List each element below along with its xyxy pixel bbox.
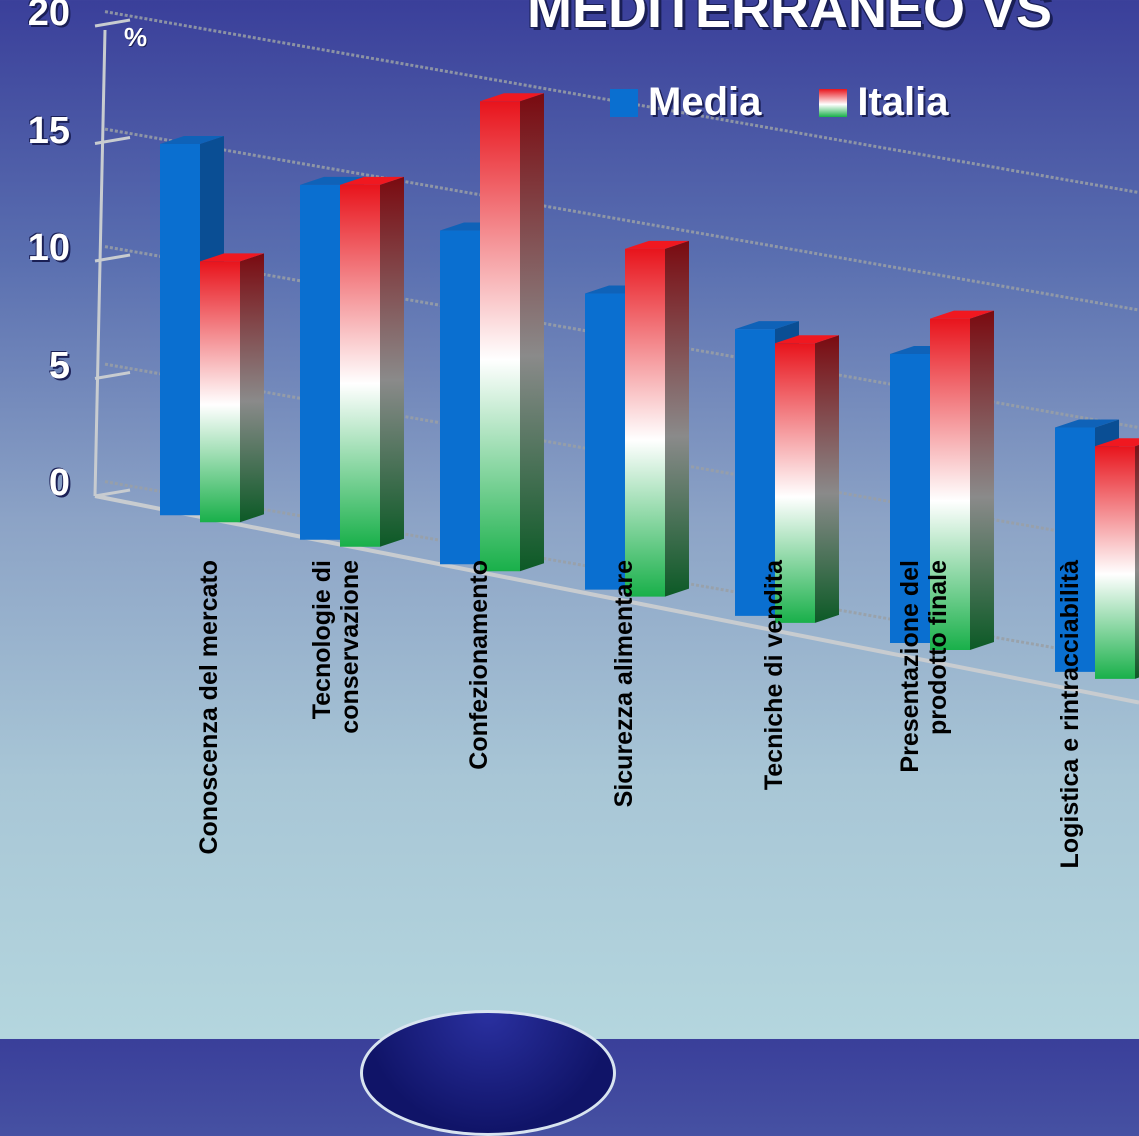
bar-italia-6 (1095, 438, 1139, 679)
bar-italia-5 (930, 310, 994, 650)
bar-side-italia-3 (665, 240, 689, 597)
bar-front-media-5 (890, 353, 930, 643)
decorative-orb (360, 1010, 616, 1136)
chart-title: MEDITERRANEO VS (527, 0, 1053, 39)
bar-side-italia-6 (1135, 444, 1139, 679)
y-tick-label-5: 5 (48, 344, 70, 387)
bar-italia-0 (200, 253, 264, 523)
x-tick-label-1: Tecnologie di conservazione (308, 560, 364, 734)
bar-top-media-6 (1055, 419, 1119, 428)
bar-italia-1 (340, 176, 404, 547)
bar-side-italia-2 (520, 93, 544, 572)
bar-front-italia-2 (480, 101, 520, 572)
axes (93, 29, 1139, 705)
legend-label-italia: Italia (857, 80, 949, 124)
bar-side-italia-4 (815, 335, 839, 623)
bar-front-italia-3 (625, 248, 665, 597)
bar-front-italia-4 (775, 343, 815, 623)
bar-side-italia-5 (970, 310, 994, 650)
legend-swatch-italia (819, 88, 848, 117)
bar-top-italia-3 (625, 240, 689, 249)
bar-side-italia-0 (240, 253, 264, 523)
gridline-side-20 (94, 18, 131, 28)
legend-swatch-media (610, 88, 638, 117)
legend-item-media: Media (610, 80, 761, 125)
gridline-side-15 (94, 136, 131, 145)
y-tick-label-15: 15 (27, 109, 70, 152)
bar-front-media-3 (585, 293, 625, 590)
x-tick-label-0: Conoscenza del mercato (195, 560, 223, 855)
bar-top-italia-4 (775, 335, 839, 344)
gridline-side-0 (94, 488, 131, 498)
bar-front-media-4 (735, 329, 775, 616)
x-tick-label-2: Confezionamento (465, 560, 493, 770)
bar-italia-2 (480, 93, 544, 572)
bar-front-media-6 (1055, 427, 1095, 672)
bar-top-italia-6 (1095, 438, 1139, 447)
bar-top-italia-2 (480, 93, 544, 102)
bar-chart (93, 10, 1139, 705)
bar-front-media-1 (300, 184, 340, 540)
bar-top-italia-5 (930, 310, 994, 319)
x-tick-label-6: Logistica e rintracciabilità (1056, 560, 1084, 869)
bar-front-italia-6 (1095, 446, 1135, 679)
bar-italia-3 (625, 240, 689, 597)
y-axis-line (93, 29, 107, 497)
legend-label-media: Media (648, 80, 762, 124)
bar-top-media-0 (160, 135, 224, 144)
bar-top-italia-1 (340, 176, 404, 185)
bar-italia-4 (775, 335, 839, 623)
bar-top-media-4 (735, 321, 799, 330)
bar-top-italia-0 (200, 253, 264, 262)
bar-front-italia-5 (930, 318, 970, 650)
bar-front-italia-0 (200, 261, 240, 523)
x-tick-label-4: Tecniche di vendita (760, 560, 788, 791)
bar-top-media-1 (300, 176, 364, 185)
x-axis-line (94, 494, 1139, 705)
bar-front-media-2 (440, 230, 480, 565)
bar-side-italia-1 (380, 176, 404, 547)
y-tick-label-20: 20 (27, 0, 70, 34)
bars (160, 93, 1139, 679)
bar-front-italia-1 (340, 184, 380, 547)
y-tick-label-10: 10 (27, 227, 70, 269)
bar-front-media-0 (160, 143, 200, 516)
legend-item-italia: Italia (819, 80, 949, 125)
x-tick-label-5: Presentazione del prodotto finale (896, 560, 952, 773)
gridline-side-5 (94, 371, 131, 380)
x-tick-label-3: Sicurezza alimentare (610, 560, 638, 808)
legend: Media Italia (610, 80, 1007, 125)
y-axis-unit: % (124, 22, 148, 52)
y-tick-label-0: 0 (48, 462, 70, 504)
